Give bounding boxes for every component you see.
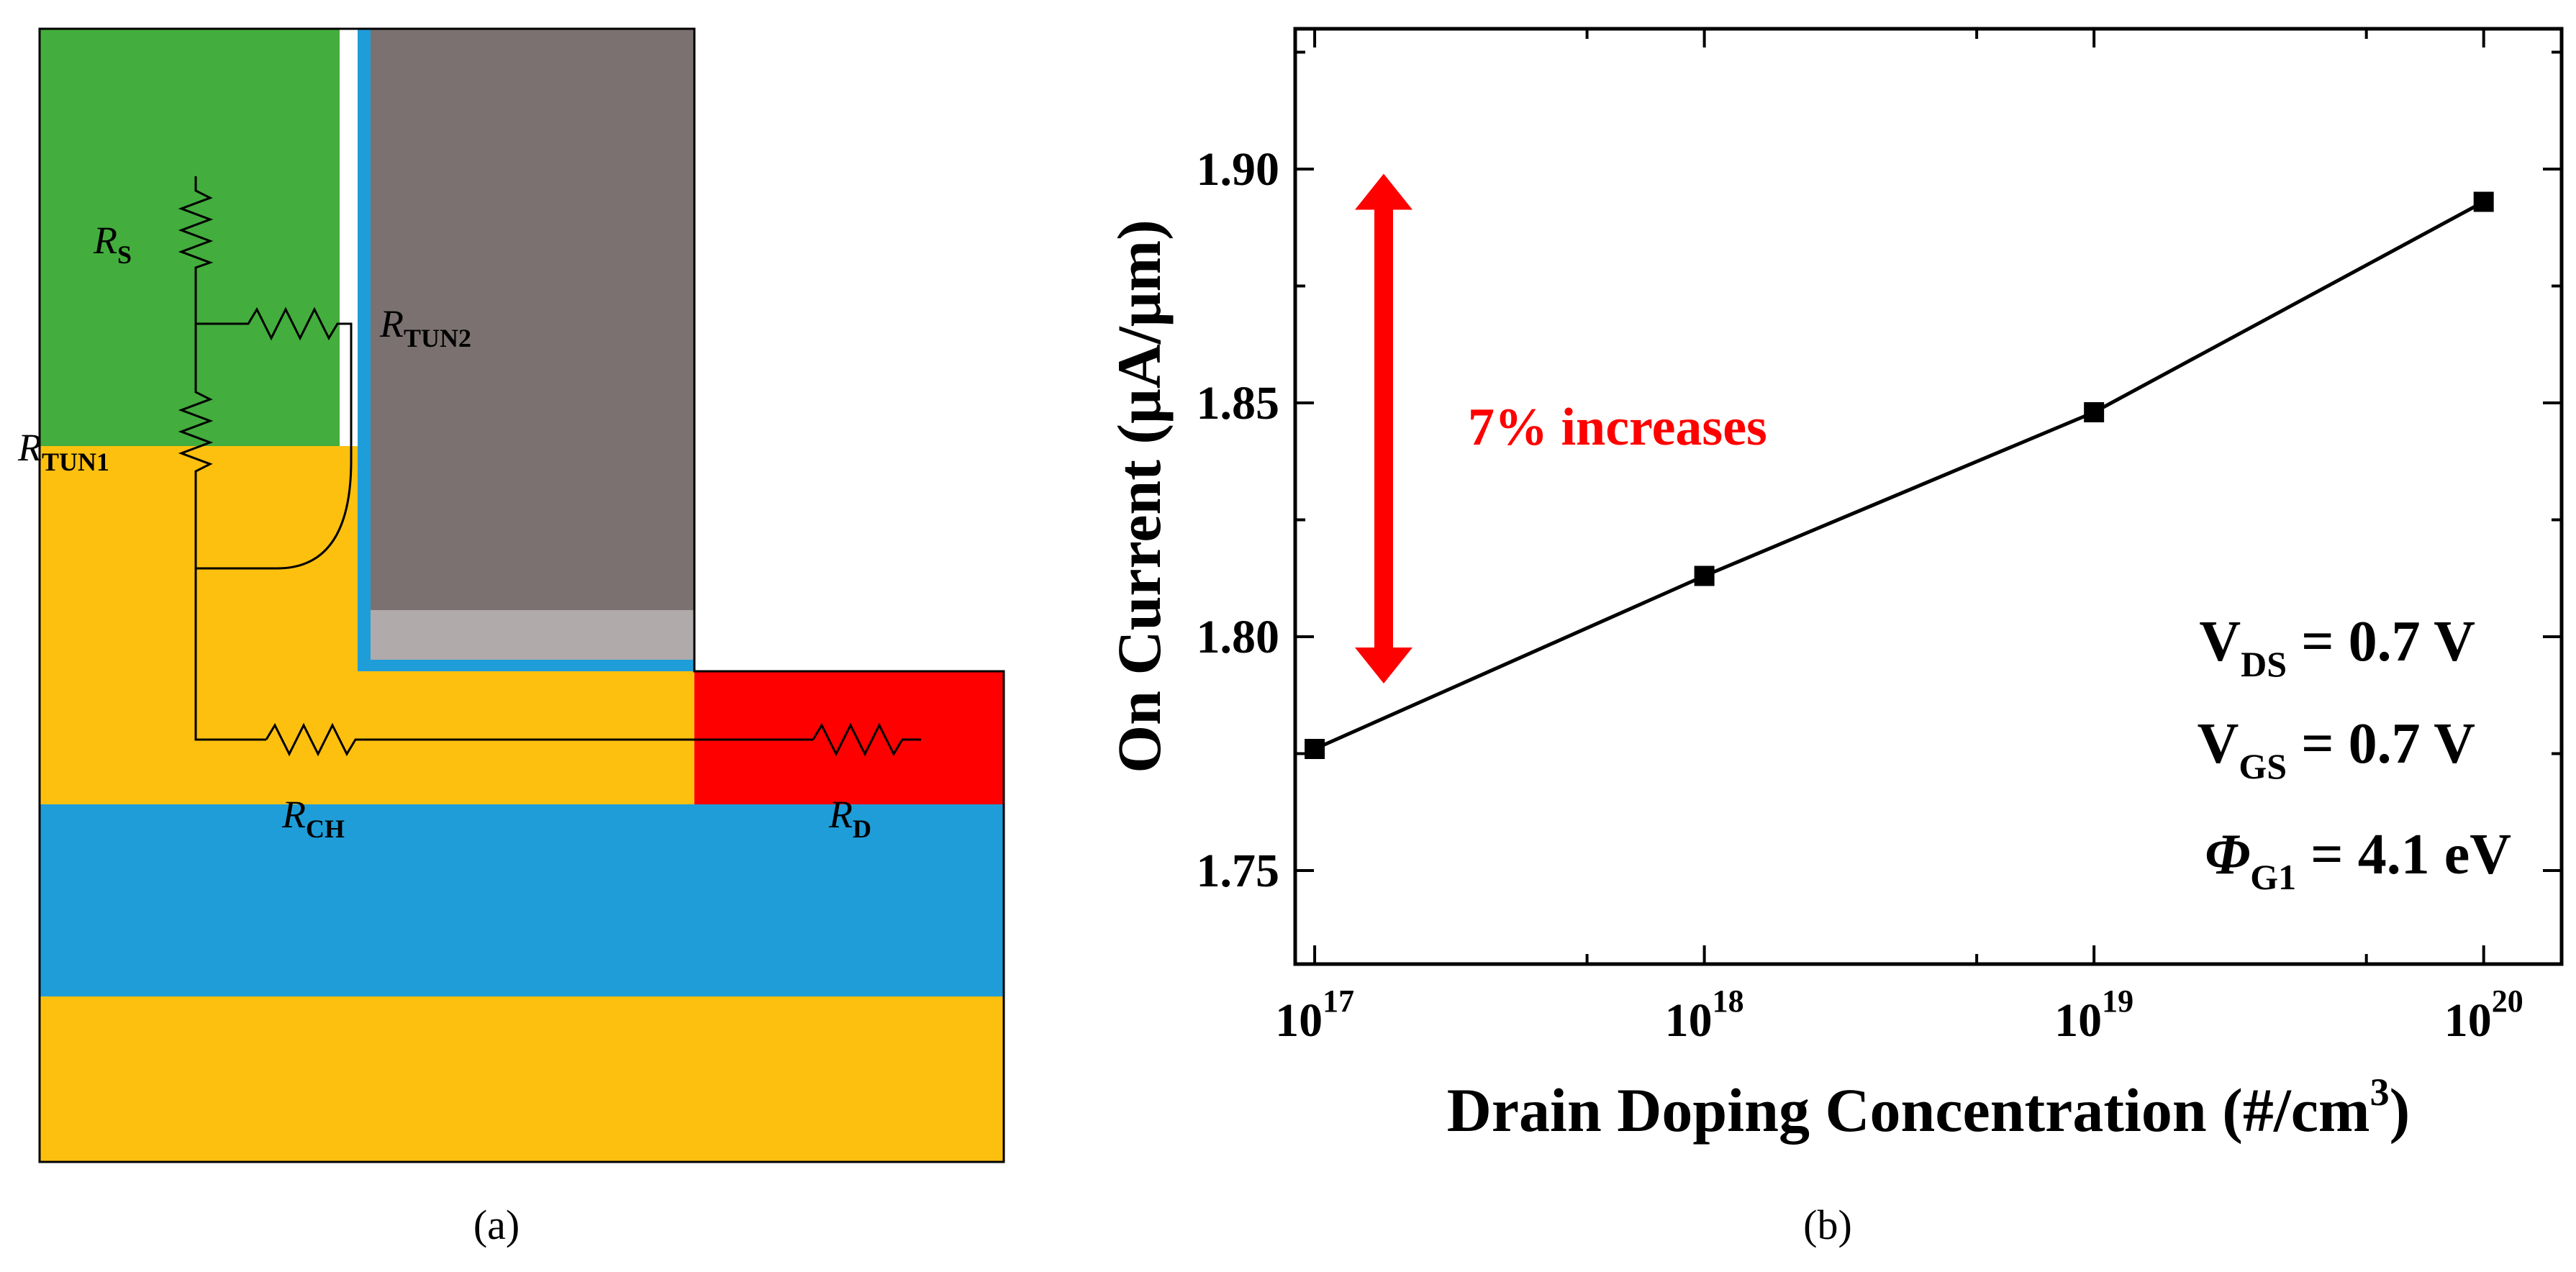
label-rtun2-main: R: [379, 302, 404, 345]
increase-arrow: [1355, 173, 1412, 683]
device-schematic: RS RTUN2 RTUN1 RCH RD (a): [17, 27, 1005, 1248]
condition-vds-sub: DS: [2241, 644, 2287, 684]
label-rs-main: R: [93, 219, 117, 262]
data-point: [2084, 402, 2105, 422]
x-axis-title-main: Drain Doping Concentration (#/cm: [1447, 1076, 2370, 1145]
label-rs-sub: S: [117, 240, 132, 269]
resistor-network: [178, 176, 921, 757]
x-tick-label-base: 10: [1665, 994, 1713, 1047]
label-rd-main: R: [828, 793, 853, 836]
caption-b: (b): [1803, 1201, 1852, 1248]
x-tick-label: 1018: [1665, 983, 1744, 1047]
series-line: [1314, 200, 2485, 751]
arrow-head-down: [1355, 648, 1412, 683]
bottom-channel-layer: [40, 996, 1004, 1162]
label-rtun2-sub: TUN2: [404, 324, 471, 353]
increase-annotation: 7% increases: [1468, 398, 1767, 457]
y-tick-label: 1.80: [1197, 611, 1280, 663]
x-tick-label-exp: 17: [1323, 983, 1354, 1019]
x-tick-label-base: 10: [2444, 994, 2492, 1047]
data-point: [1305, 739, 1325, 759]
gate-electrode: [371, 29, 694, 610]
gate-oxide-vertical: [358, 29, 371, 671]
data-point: [1694, 565, 1715, 586]
condition-phi: ΦG1 = 4.1 eV: [2205, 823, 2511, 897]
condition-vgs-rest: = 0.7 V: [2287, 712, 2475, 776]
condition-phi-rest: = 4.1 eV: [2296, 823, 2511, 886]
x-tick-label: 1019: [2054, 983, 2133, 1047]
plot-frame: [1293, 27, 2564, 966]
buried-oxide-layer: [40, 804, 1004, 996]
x-tick-label-exp: 19: [2102, 983, 2133, 1019]
resistor-rtun2: [196, 306, 353, 570]
x-axis-title: Drain Doping Concentration (#/cm3): [1447, 1071, 2410, 1145]
condition-vds-main: V: [2199, 610, 2241, 673]
label-rch: RCH: [281, 793, 345, 843]
arrow-shaft: [1374, 202, 1393, 655]
condition-vds-rest: = 0.7 V: [2287, 610, 2475, 673]
condition-vgs-main: V: [2198, 712, 2239, 776]
label-rch-sub: CH: [306, 814, 345, 843]
x-tick-label: 1020: [2444, 983, 2523, 1047]
label-rtun1-sub: TUN1: [42, 448, 109, 476]
y-tick-label: 1.90: [1197, 143, 1280, 196]
y-tick-label: 1.85: [1197, 377, 1280, 430]
resistor-rd: [812, 722, 921, 757]
x-axis-title-sup: 3: [2370, 1071, 2390, 1114]
label-rtun2: RTUN2: [379, 302, 471, 353]
condition-vds: VDS = 0.7 V: [2199, 610, 2475, 684]
condition-vgs-sub: GS: [2239, 746, 2287, 786]
x-tick-label-base: 10: [2054, 994, 2102, 1047]
data-point: [2473, 191, 2494, 212]
condition-phi-main: Φ: [2205, 823, 2250, 886]
conditions-legend: VDS = 0.7 V VGS = 0.7 V ΦG1 = 4.1 eV: [2198, 610, 2511, 897]
caption-a: (a): [473, 1201, 520, 1248]
resistor-rch: [265, 722, 813, 757]
drain-region: [694, 671, 1004, 804]
label-rs: RS: [93, 219, 132, 269]
resistor-rs: [178, 176, 214, 324]
label-rtun1: RTUN1: [17, 426, 109, 476]
x-axis-title-end: ): [2390, 1076, 2411, 1145]
condition-phi-sub: G1: [2250, 857, 2296, 897]
label-rd: RD: [828, 793, 871, 843]
axis-ticks: [1295, 29, 2562, 964]
y-tick-label: 1.75: [1197, 845, 1280, 897]
source-region: [40, 29, 340, 446]
gate-oxide-horizontal: [358, 660, 694, 671]
label-rd-sub: D: [853, 814, 871, 843]
x-tick-label-base: 10: [1275, 994, 1323, 1047]
y-axis-title: On Current (μA/μm): [1105, 219, 1174, 773]
x-tick-label: 1017: [1275, 983, 1354, 1047]
device-outline: [38, 27, 1005, 1163]
gate-electrode-lower: [371, 610, 694, 660]
arrow-head-up: [1355, 173, 1412, 210]
label-rch-main: R: [281, 793, 306, 836]
data-series: [1305, 191, 2494, 759]
label-rtun1-main: R: [17, 426, 42, 469]
resistor-rtun1: [178, 324, 266, 741]
x-tick-label-exp: 20: [2492, 983, 2523, 1019]
x-tick-label-exp: 18: [1713, 983, 1744, 1019]
condition-vgs: VGS = 0.7 V: [2198, 712, 2475, 786]
